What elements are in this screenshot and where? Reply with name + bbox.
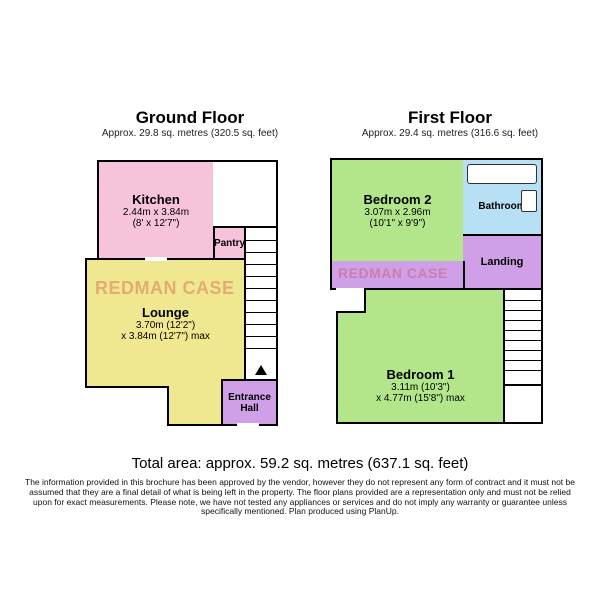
bedroom2-dim2: (10'1" x 9'9") — [370, 218, 426, 229]
bathroom-label: Bathroom — [478, 201, 525, 212]
gap-entrance — [237, 423, 259, 427]
bedroom1-notch — [336, 288, 366, 313]
room-bedroom2: Bedroom 2 3.07m x 2.96m (10'1" x 9'9") — [330, 158, 465, 263]
room-lounge: REDMAN CASE Lounge 3.70m (12'2") x 3.84m… — [85, 258, 246, 388]
bedroom2-dim1: 3.07m x 2.96m — [364, 207, 430, 218]
entrance-label2: Hall — [240, 403, 258, 414]
lounge-dim2: x 3.84m (12'7") max — [121, 331, 210, 342]
floorplan-canvas: Ground Floor Approx. 29.8 sq. metres (32… — [0, 0, 600, 600]
bedroom2-label: Bedroom 2 — [364, 192, 432, 207]
kitchen-label: Kitchen — [132, 192, 180, 207]
first-floor-subtitle: Approx. 29.4 sq. metres (316.6 sq. feet) — [340, 128, 560, 139]
landing-ext: REDMAN CASE — [330, 261, 465, 290]
lounge-ext — [167, 386, 223, 426]
watermark-first: REDMAN CASE — [338, 265, 448, 281]
bedroom1-dim2: x 4.77m (15'8") max — [376, 393, 465, 404]
kitchen-dim1: 2.44m x 3.84m — [123, 207, 189, 218]
bedroom1-label: Bedroom 1 — [387, 367, 455, 382]
first-floor-plan: Bedroom 2 3.07m x 2.96m (10'1" x 9'9") B… — [330, 150, 560, 440]
kitchen-dim2: (8' x 12'7") — [133, 218, 180, 229]
room-bathroom: Bathroom — [463, 158, 543, 236]
pantry-label: Pantry — [214, 238, 245, 249]
room-landing: Landing — [463, 234, 543, 290]
ground-floor-plan: Kitchen 2.44m x 3.84m (8' x 12'7") Pantr… — [85, 150, 280, 440]
room-entrance: Entrance Hall — [221, 379, 278, 426]
stairs-arrow-icon — [255, 365, 267, 375]
total-area: Total area: approx. 59.2 sq. metres (637… — [0, 455, 600, 472]
lounge-label: Lounge — [142, 305, 189, 320]
bathtub-icon — [467, 164, 537, 184]
ground-floor-subtitle: Approx. 29.8 sq. metres (320.5 sq. feet) — [85, 128, 295, 139]
toilet-icon — [521, 190, 537, 212]
ground-floor-title: Ground Floor — [100, 108, 280, 128]
bedroom1-dim1: 3.11m (10'3") — [391, 382, 450, 393]
closet — [503, 384, 543, 424]
gap-kitchen — [145, 257, 167, 261]
ground-stairs — [244, 226, 278, 381]
first-stairs — [503, 288, 543, 386]
entrance-label1: Entrance — [228, 392, 271, 403]
lounge-dim1: 3.70m (12'2") — [136, 320, 195, 331]
first-floor-title: First Floor — [360, 108, 540, 128]
landing-label: Landing — [481, 256, 524, 268]
disclaimer-text: The information provided in this brochur… — [20, 478, 580, 517]
room-pantry: Pantry — [213, 226, 246, 260]
ground-void — [213, 160, 278, 228]
room-kitchen: Kitchen 2.44m x 3.84m (8' x 12'7") — [97, 160, 215, 260]
watermark-ground: REDMAN CASE — [95, 278, 235, 299]
